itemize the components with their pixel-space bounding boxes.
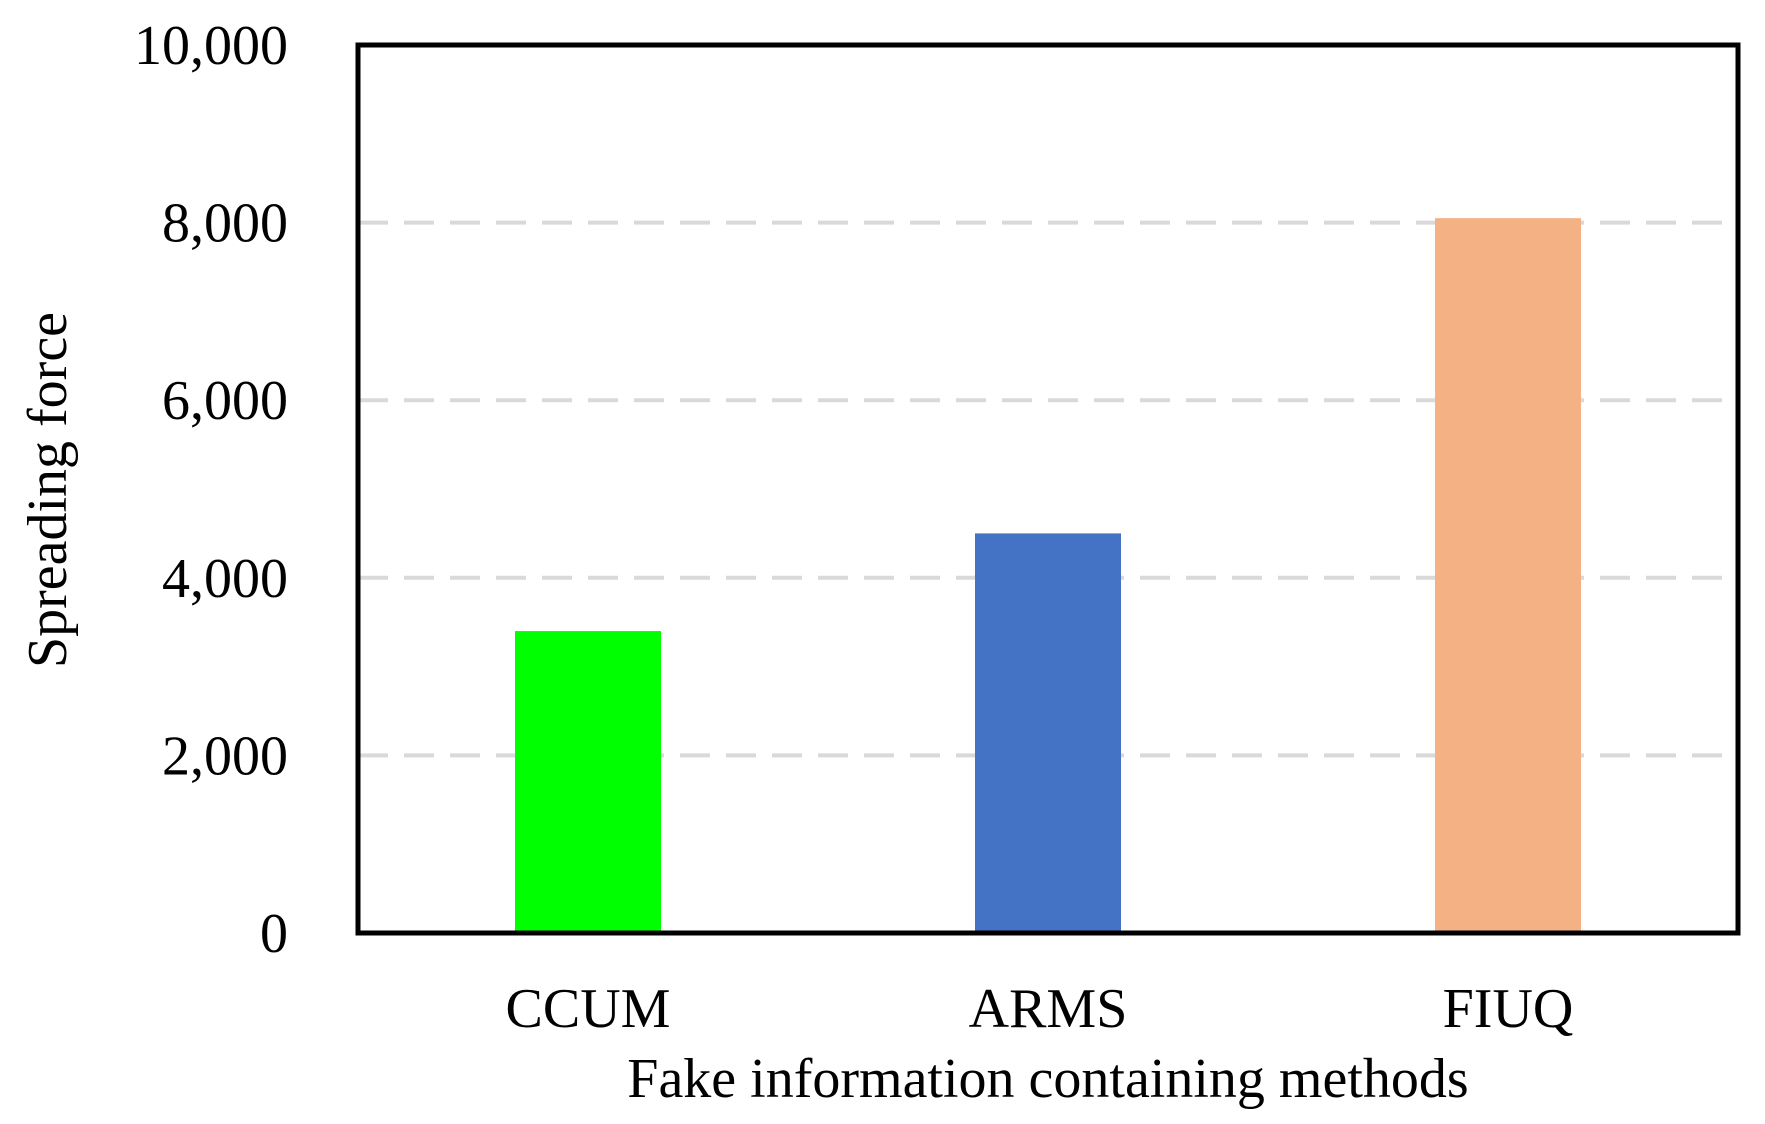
x-category-label: CCUM [506, 978, 671, 1040]
y-axis-title: Spreading force [17, 312, 79, 668]
bar-ccum [515, 631, 661, 933]
y-tick-label: 8,000 [162, 193, 288, 255]
x-category-label: FIUQ [1443, 978, 1574, 1040]
x-axis-category-labels: CCUM ARMS FIUQ [506, 978, 1574, 1040]
y-axis-tick-labels: 0 2,000 4,000 6,000 8,000 10,000 [134, 15, 288, 965]
y-tick-label: 0 [260, 903, 288, 965]
y-tick-label: 10,000 [134, 15, 288, 77]
bar-arms [975, 533, 1121, 933]
x-category-label: ARMS [969, 978, 1128, 1040]
y-tick-label: 2,000 [162, 725, 288, 787]
plot-area-frame [355, 42, 1741, 936]
x-axis-title: Fake information containing methods [627, 1048, 1468, 1110]
bars [515, 218, 1581, 933]
y-tick-label: 4,000 [162, 548, 288, 610]
y-tick-label: 6,000 [162, 370, 288, 432]
bar-fiuq [1435, 218, 1581, 933]
